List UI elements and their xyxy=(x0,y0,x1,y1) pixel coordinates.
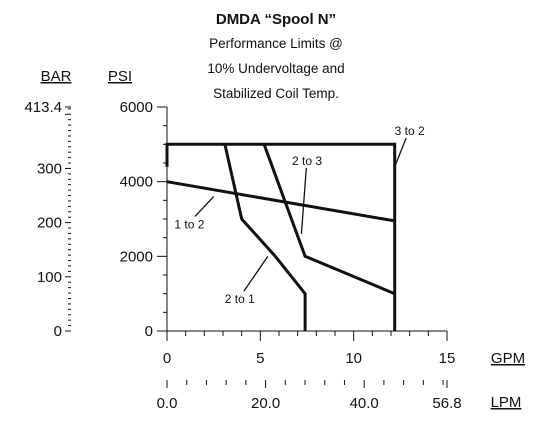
x-secondary-tick-label: 0.0 xyxy=(157,395,178,412)
y-secondary-tick-label: 300 xyxy=(37,160,62,177)
series-line-3-to-2 xyxy=(165,142,397,331)
chart-subtitle-line-3: Stabilized Coil Temp. xyxy=(213,86,339,101)
y-primary-tick-label: 2000 xyxy=(120,248,153,265)
annotation-bg-2-to-3 xyxy=(287,153,327,168)
series-line-2-to-3 xyxy=(262,143,396,296)
title-group: DMDA “Spool N” Performance Limits @ 10% … xyxy=(207,11,344,101)
series-line-1-to-2 xyxy=(166,180,395,223)
series-line-2-to-1 xyxy=(223,143,307,331)
annotation-label-2-to-1: 2 to 1 xyxy=(225,292,255,306)
y-primary-tick-label: 6000 xyxy=(120,99,153,116)
plot-area xyxy=(165,142,397,331)
x-primary-tick-label: 10 xyxy=(345,350,362,367)
annotation-leader-2-to-3 xyxy=(300,158,308,234)
x-secondary-tick-label: 40.0 xyxy=(350,395,379,412)
y-secondary-tick-label: 0 xyxy=(54,323,62,340)
annotations: 1 to 2 2 to 1 2 to 3 3 to 2 xyxy=(169,123,430,307)
x-primary-unit-label: GPM xyxy=(491,350,525,367)
annotation-leader-2-to-1 xyxy=(239,255,269,298)
chart-subtitle-line-2: 10% Undervoltage and xyxy=(207,61,344,76)
y-secondary-tick-label: 100 xyxy=(37,269,62,286)
annotation-bg-1-to-2 xyxy=(169,216,210,232)
x-primary-tick-label: 15 xyxy=(439,350,456,367)
axes: 0 2000 4000 6000 0 100 200 300 413.4 0 5 10 15 0.0 20.… xyxy=(24,99,461,412)
x-secondary-tick-label: 20.0 xyxy=(251,395,280,412)
y-secondary-tick-label: 200 xyxy=(37,215,62,232)
annotation-label-2-to-3: 2 to 3 xyxy=(292,154,322,168)
annotation-label-1-to-2: 1 to 2 xyxy=(174,217,204,231)
annotation-label-3-to-2: 3 to 2 xyxy=(395,124,425,138)
x-secondary-tick-label: 56.8 xyxy=(432,395,461,412)
y-secondary-tick-label: 413.4 xyxy=(24,99,62,116)
chart-subtitle-line-1: Performance Limits @ xyxy=(209,36,343,51)
x-primary-tick-label: 0 xyxy=(163,350,171,367)
y-secondary-unit-label: BAR xyxy=(41,68,72,85)
chart-title: DMDA “Spool N” xyxy=(216,11,336,28)
annotation-bg-3-to-2 xyxy=(389,123,430,139)
y-primary-tick-label: 0 xyxy=(145,323,153,340)
x-secondary-unit-label: LPM xyxy=(491,394,522,411)
y-primary-tick-label: 4000 xyxy=(120,174,153,191)
y-primary-unit-label: PSI xyxy=(108,68,132,85)
annotation-bg-2-to-1 xyxy=(219,291,260,307)
x-primary-tick-label: 5 xyxy=(256,350,264,367)
